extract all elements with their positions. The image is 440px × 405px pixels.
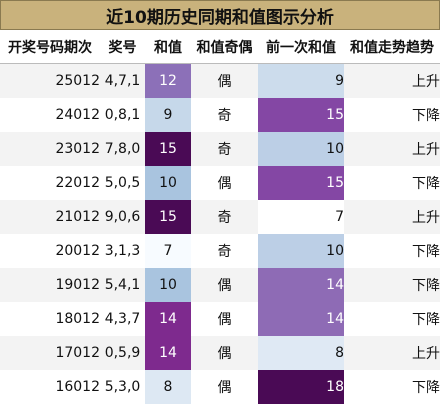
page-title: 近10期历史同期和值图示分析	[0, 0, 440, 30]
sum-cell: 15	[145, 200, 191, 234]
numbers-cell: 4,3,7	[100, 302, 145, 336]
trend-cell: 下降	[344, 268, 440, 302]
period-cell: 17012	[0, 336, 100, 370]
table-row: 23012 7,8,0 15 奇 10 上升	[0, 132, 440, 166]
previous-sum-cell: 10	[258, 132, 344, 166]
period-cell: 21012	[0, 200, 100, 234]
period-cell: 25012	[0, 63, 100, 98]
parity-cell: 奇	[191, 98, 258, 132]
numbers-cell: 7,8,0	[100, 132, 145, 166]
previous-sum-cell: 8	[258, 336, 344, 370]
sum-analysis-table: 开奖号码期次 奖号 和值 和值奇偶 前一次和值 和值走势趋势 25012 4,7,…	[0, 30, 440, 404]
column-header-sum: 和值	[145, 30, 191, 64]
table-header-row: 开奖号码期次 奖号 和值 和值奇偶 前一次和值 和值走势趋势	[0, 30, 440, 64]
sum-cell: 10	[145, 166, 191, 200]
trend-cell: 下降	[344, 166, 440, 200]
column-header-trend: 和值走势趋势	[344, 30, 440, 64]
previous-sum-cell: 14	[258, 302, 344, 336]
trend-cell: 下降	[344, 98, 440, 132]
sum-cell: 10	[145, 268, 191, 302]
parity-cell: 奇	[191, 132, 258, 166]
numbers-cell: 3,1,3	[100, 234, 145, 268]
parity-cell: 偶	[191, 336, 258, 370]
trend-cell: 上升	[344, 63, 440, 98]
period-cell: 20012	[0, 234, 100, 268]
trend-cell: 上升	[344, 336, 440, 370]
parity-cell: 偶	[191, 302, 258, 336]
sum-cell: 15	[145, 132, 191, 166]
sum-cell: 14	[145, 302, 191, 336]
trend-cell: 下降	[344, 370, 440, 404]
period-cell: 18012	[0, 302, 100, 336]
period-cell: 24012	[0, 98, 100, 132]
previous-sum-cell: 15	[258, 166, 344, 200]
table-row: 22012 5,0,5 10 偶 15 下降	[0, 166, 440, 200]
column-header-parity: 和值奇偶	[191, 30, 258, 64]
numbers-cell: 4,7,1	[100, 63, 145, 98]
table-body: 25012 4,7,1 12 偶 9 上升 24012 0,8,1 9 奇 15 下降 23012 7,8…	[0, 63, 440, 404]
numbers-cell: 9,0,6	[100, 200, 145, 234]
sum-cell: 7	[145, 234, 191, 268]
numbers-cell: 0,8,1	[100, 98, 145, 132]
period-cell: 22012	[0, 166, 100, 200]
numbers-cell: 5,4,1	[100, 268, 145, 302]
sum-cell: 12	[145, 63, 191, 98]
parity-cell: 奇	[191, 234, 258, 268]
sum-cell: 9	[145, 98, 191, 132]
trend-cell: 上升	[344, 132, 440, 166]
numbers-cell: 5,3,0	[100, 370, 145, 404]
parity-cell: 偶	[191, 370, 258, 404]
numbers-cell: 0,5,9	[100, 336, 145, 370]
period-cell: 23012	[0, 132, 100, 166]
trend-cell: 下降	[344, 234, 440, 268]
previous-sum-cell: 10	[258, 234, 344, 268]
previous-sum-cell: 9	[258, 63, 344, 98]
trend-cell: 下降	[344, 302, 440, 336]
previous-sum-cell: 18	[258, 370, 344, 404]
table-row: 24012 0,8,1 9 奇 15 下降	[0, 98, 440, 132]
column-header-period: 开奖号码期次	[0, 30, 100, 64]
previous-sum-cell: 15	[258, 98, 344, 132]
previous-sum-cell: 7	[258, 200, 344, 234]
period-cell: 19012	[0, 268, 100, 302]
table-row: 16012 5,3,0 8 偶 18 下降	[0, 370, 440, 404]
parity-cell: 偶	[191, 63, 258, 98]
table-row: 21012 9,0,6 15 奇 7 上升	[0, 200, 440, 234]
numbers-cell: 5,0,5	[100, 166, 145, 200]
parity-cell: 偶	[191, 268, 258, 302]
table-row: 20012 3,1,3 7 奇 10 下降	[0, 234, 440, 268]
previous-sum-cell: 14	[258, 268, 344, 302]
sum-cell: 8	[145, 370, 191, 404]
table-row: 19012 5,4,1 10 偶 14 下降	[0, 268, 440, 302]
parity-cell: 奇	[191, 200, 258, 234]
table-row: 17012 0,5,9 14 偶 8 上升	[0, 336, 440, 370]
parity-cell: 偶	[191, 166, 258, 200]
trend-cell: 上升	[344, 200, 440, 234]
table-row: 25012 4,7,1 12 偶 9 上升	[0, 63, 440, 98]
column-header-numbers: 奖号	[100, 30, 145, 64]
sum-cell: 14	[145, 336, 191, 370]
period-cell: 16012	[0, 370, 100, 404]
column-header-previous-sum: 前一次和值	[258, 30, 344, 64]
table-row: 18012 4,3,7 14 偶 14 下降	[0, 302, 440, 336]
